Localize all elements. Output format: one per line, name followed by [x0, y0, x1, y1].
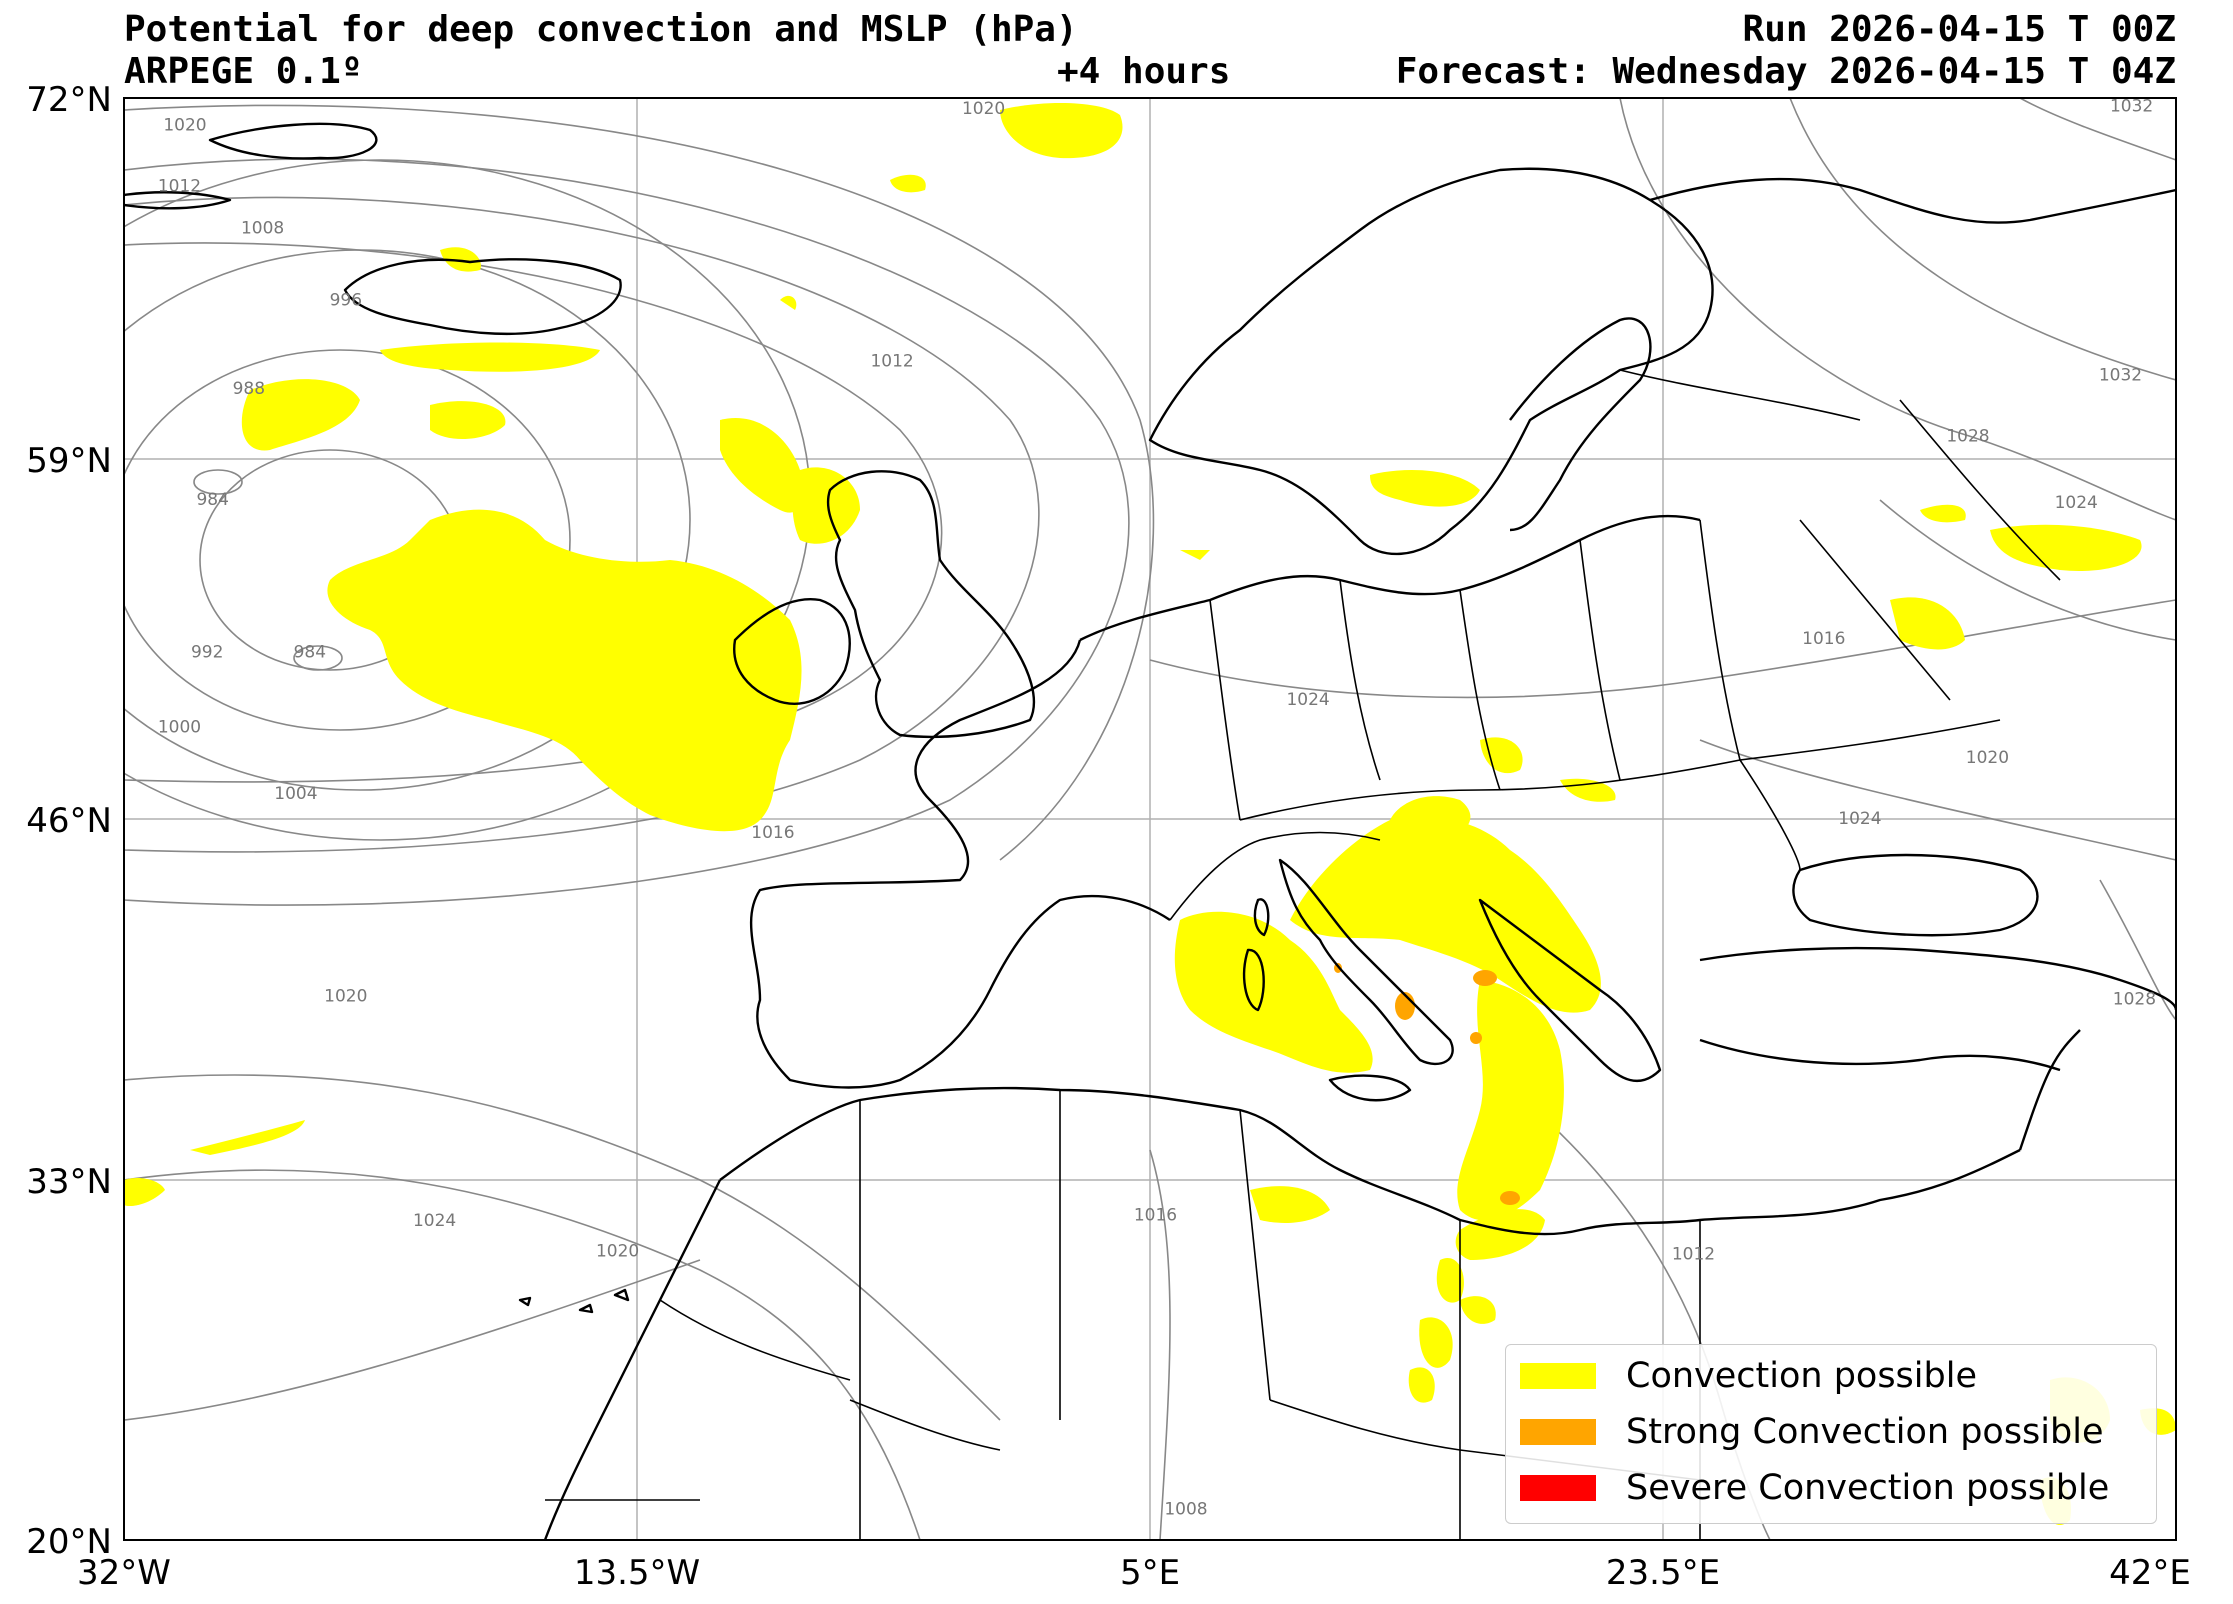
isobar-label: 1012 — [1672, 1244, 1715, 1264]
legend-label-convection: Convection possible — [1626, 1356, 1977, 1396]
isobar-label: 984 — [294, 643, 326, 663]
isobar-label: 1028 — [1946, 426, 1989, 446]
isobar-label: 1024 — [1838, 809, 1881, 829]
map-frame — [123, 97, 2177, 1541]
legend-item-severe-convection: Severe Convection possible — [1520, 1461, 2109, 1515]
isobar-label: 1016 — [751, 823, 794, 843]
forecast-label: Forecast: Wednesday 2026-04-15 T 04Z — [1395, 51, 2176, 92]
lat-tick-label: 72°N — [26, 80, 112, 120]
lon-tick-label: 32°W — [77, 1553, 171, 1593]
isobar-label: 1004 — [274, 784, 317, 804]
legend-label-severe-convection: Severe Convection possible — [1626, 1468, 2110, 1508]
isobar-label: 1008 — [1164, 1500, 1207, 1520]
lat-tick-label: 46°N — [26, 801, 112, 841]
isobar-label: 1016 — [1802, 629, 1845, 649]
chart-title: Potential for deep convection and MSLP (… — [124, 9, 1078, 50]
lon-tick-label: 5°E — [1120, 1553, 1180, 1593]
longitude-tick-labels: 32°W 13.5°W 5°E 23.5°E 42°E — [77, 1553, 2191, 1593]
borders — [545, 369, 2061, 1540]
lon-tick-label: 23.5°E — [1606, 1553, 1720, 1593]
isobar-label: 1032 — [2110, 96, 2153, 116]
isobar-label: 1016 — [1134, 1206, 1177, 1226]
lon-tick-label: 42°E — [2109, 1553, 2191, 1593]
isobar-label: 1032 — [2099, 365, 2142, 385]
isobar-label: 1020 — [962, 99, 1005, 119]
isobar-label: 1028 — [2113, 989, 2156, 1009]
isobar-label: 984 — [196, 490, 228, 510]
isobar-label: 996 — [330, 290, 362, 310]
isobar-label: 1012 — [158, 177, 201, 197]
isobar-label: 1020 — [1966, 748, 2009, 768]
isobar-labels: 1020 1012 1008 996 988 984 984 992 1000 1004 1016 1… — [158, 96, 2156, 1520]
isobar-label: 1008 — [241, 218, 284, 238]
legend-label-strong-convection: Strong Convection possible — [1626, 1412, 2104, 1452]
latitude-tick-labels: 72°N 59°N 46°N 33°N 20°N — [26, 80, 112, 1562]
isobar-label: 1024 — [413, 1211, 456, 1231]
legend-item-convection: Convection possible — [1520, 1349, 1977, 1403]
isobar-label: 1024 — [1286, 690, 1329, 710]
lon-tick-label: 13.5°W — [574, 1553, 700, 1593]
lat-tick-label: 33°N — [26, 1162, 112, 1202]
run-label: Run 2026-04-15 T 00Z — [1742, 9, 2176, 50]
isobar-label: 1020 — [163, 116, 206, 136]
coastlines — [124, 122, 2176, 1540]
legend-swatch-strong-convection — [1520, 1419, 1596, 1445]
isobar-label: 1000 — [158, 718, 201, 738]
legend-item-strong-convection: Strong Convection possible — [1520, 1405, 2104, 1459]
legend-swatch-convection — [1520, 1363, 1596, 1389]
gridlines — [124, 98, 2176, 1540]
isobar-label: 1024 — [2055, 493, 2098, 513]
lat-tick-label: 59°N — [26, 441, 112, 481]
isobar-label: 988 — [233, 379, 265, 399]
model-label: ARPEGE 0.1º — [124, 51, 363, 92]
lat-tick-label: 20°N — [26, 1522, 112, 1562]
isobar-label: 1012 — [870, 351, 913, 371]
isobar-label: 1020 — [596, 1242, 639, 1262]
isobar-label: 1020 — [324, 987, 367, 1007]
isobar-label: 992 — [191, 643, 223, 663]
lead-time-label: +4 hours — [1057, 51, 1231, 92]
legend-swatch-severe-convection — [1520, 1475, 1596, 1501]
legend: Convection possible Strong Convection po… — [1505, 1344, 2157, 1524]
